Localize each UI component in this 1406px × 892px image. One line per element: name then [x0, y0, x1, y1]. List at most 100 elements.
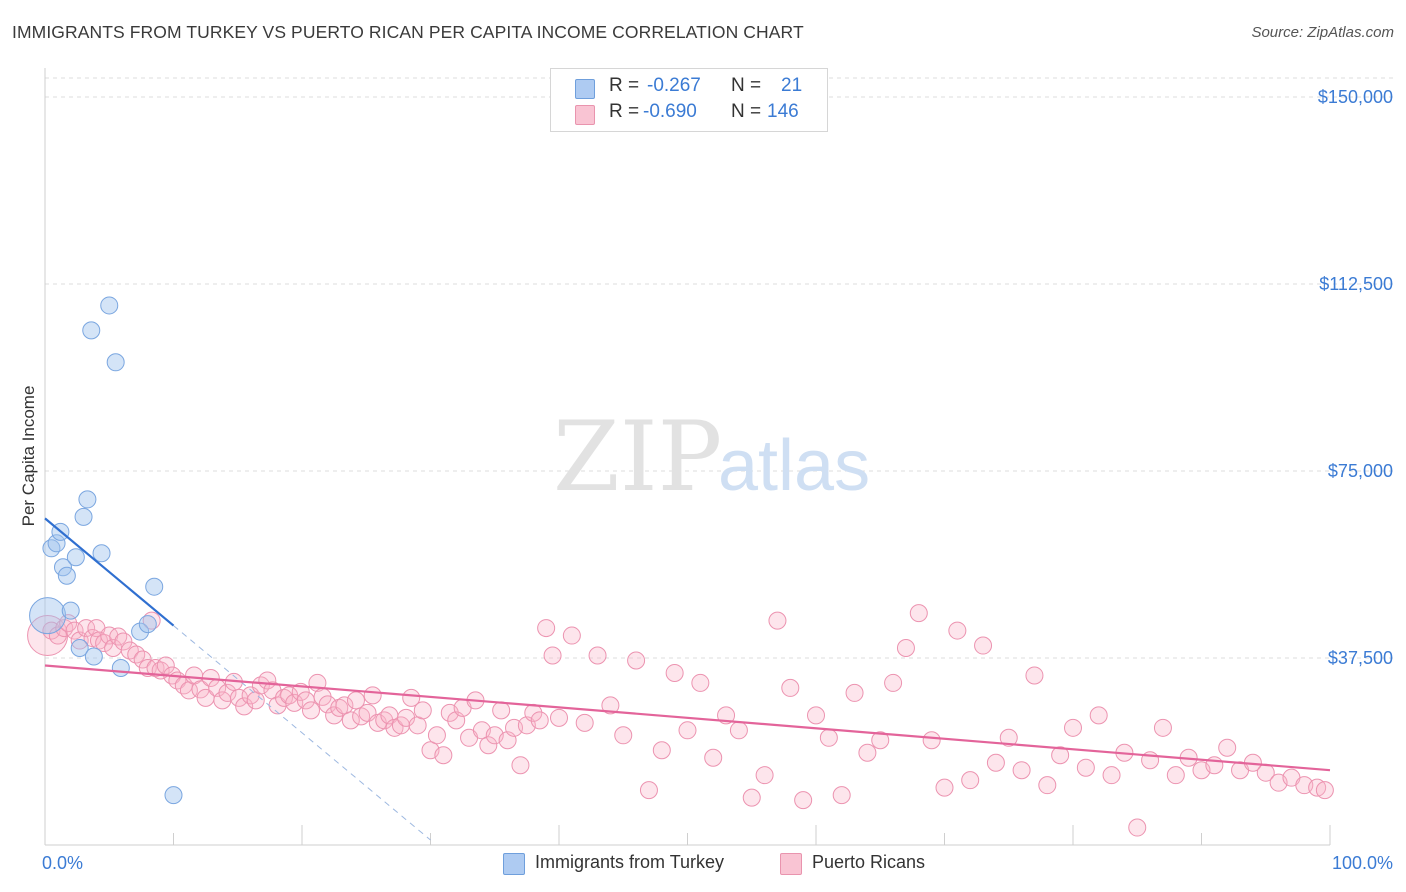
legend-r-value: -0.267 — [647, 75, 701, 96]
data-point-puerto-ricans — [550, 708, 568, 727]
data-point-puerto-ricans — [639, 781, 658, 800]
axis-labels: $37,500 $75,000 $112,500 $150,000 0.0% 100.0%… — [19, 87, 1393, 873]
data-point-turkey — [131, 622, 150, 641]
data-point-turkey — [82, 321, 101, 340]
data-point-turkey — [70, 639, 89, 658]
data-point-puerto-ricans — [601, 696, 620, 715]
data-point-turkey — [53, 558, 72, 577]
data-point-puerto-ricans — [1089, 706, 1108, 725]
data-point-turkey — [57, 566, 76, 585]
legend-row-puerto-ricans: R = -0.690 N = 146 — [551, 101, 827, 127]
legend-row-turkey: R = -0.267 N = 21 — [551, 75, 827, 101]
data-point-puerto-ricans — [48, 626, 67, 645]
data-point-puerto-ricans — [884, 673, 903, 692]
data-point-puerto-ricans — [434, 746, 453, 765]
data-point-turkey — [138, 615, 157, 634]
data-point-puerto-ricans — [974, 636, 993, 655]
y-tick-label: $150,000 — [1318, 87, 1393, 107]
data-point-puerto-ricans — [492, 701, 511, 720]
data-point-turkey — [145, 577, 164, 596]
data-point-puerto-ricans — [807, 706, 825, 725]
legend-swatch-turkey — [503, 853, 525, 875]
data-point-puerto-ricans — [794, 791, 813, 810]
puerto-ricans-points — [27, 604, 1334, 837]
data-point-puerto-ricans — [678, 721, 697, 740]
data-point-turkey — [61, 601, 80, 620]
data-point-puerto-ricans — [909, 604, 928, 623]
data-point-turkey — [78, 490, 97, 509]
data-point-turkey — [106, 353, 125, 372]
data-point-puerto-ricans — [363, 686, 382, 705]
data-point-puerto-ricans — [1166, 766, 1185, 785]
data-point-puerto-ricans — [755, 766, 774, 785]
data-point-puerto-ricans — [335, 696, 354, 715]
data-point-puerto-ricans — [999, 728, 1018, 747]
data-point-puerto-ricans — [114, 632, 133, 651]
legend-swatch-puerto-ricans — [575, 105, 595, 125]
trend-line-turkey — [44, 517, 175, 627]
data-point-puerto-ricans — [1315, 781, 1334, 800]
data-point-puerto-ricans — [530, 711, 549, 730]
data-point-puerto-ricans — [1025, 666, 1044, 685]
data-point-turkey — [84, 647, 103, 666]
data-point-puerto-ricans — [1064, 718, 1082, 737]
data-point-puerto-ricans — [1012, 761, 1031, 780]
data-point-puerto-ricans — [109, 627, 128, 646]
x-tick-label: 0.0% — [42, 853, 83, 873]
data-point-puerto-ricans — [1051, 746, 1070, 765]
data-point-puerto-ricans — [89, 631, 108, 650]
data-point-puerto-ricans — [896, 639, 915, 658]
trend-line-puerto-ricans — [44, 664, 1331, 772]
data-point-puerto-ricans — [218, 683, 237, 702]
y-tick-label: $75,000 — [1328, 461, 1393, 481]
legend-n-label: N = — [731, 101, 762, 122]
y-axis-title: Per Capita Income — [19, 386, 38, 527]
data-point-puerto-ricans — [275, 688, 294, 707]
data-point-puerto-ricans — [285, 693, 304, 712]
data-point-puerto-ricans — [375, 711, 394, 730]
data-point-puerto-ricans — [301, 701, 320, 720]
data-point-puerto-ricans — [1218, 738, 1237, 757]
data-point-puerto-ricans — [77, 619, 96, 638]
data-point-puerto-ricans — [986, 753, 1005, 772]
legend-r-label: R = — [609, 75, 640, 96]
data-point-puerto-ricans — [402, 688, 421, 707]
data-point-puerto-ricans — [1128, 818, 1147, 837]
legend-swatch-turkey — [575, 79, 595, 99]
chart-title: IMMIGRANTS FROM TURKEY VS PUERTO RICAN P… — [12, 22, 804, 42]
data-point-puerto-ricans — [330, 698, 349, 717]
watermark-atlas: atlas — [718, 426, 870, 506]
source-label: Source: ZipAtlas.com — [1251, 24, 1394, 41]
axes — [44, 68, 1331, 846]
data-point-puerto-ricans — [427, 726, 446, 745]
data-point-puerto-ricans — [832, 786, 851, 805]
data-point-puerto-ricans — [341, 711, 360, 730]
data-point-turkey — [100, 296, 119, 315]
data-point-puerto-ricans — [704, 748, 723, 767]
data-point-puerto-ricans — [948, 621, 967, 640]
data-point-puerto-ricans — [781, 678, 800, 697]
data-point-puerto-ricans — [479, 736, 498, 755]
legend-r-value: -0.690 — [643, 101, 697, 122]
data-point-puerto-ricans — [665, 663, 684, 682]
data-point-turkey — [74, 507, 93, 526]
data-point-turkey — [47, 534, 66, 553]
data-point-puerto-ricans — [845, 683, 864, 702]
data-point-turkey — [66, 548, 85, 567]
data-point-puerto-ricans — [408, 716, 427, 735]
data-point-puerto-ricans — [246, 691, 265, 710]
data-point-puerto-ricans — [575, 713, 594, 732]
data-point-puerto-ricans — [413, 701, 432, 720]
data-point-puerto-ricans — [146, 658, 165, 677]
data-point-puerto-ricans — [742, 788, 761, 807]
data-point-turkey — [92, 544, 111, 563]
legend-label-puerto-ricans: Puerto Ricans — [812, 852, 926, 872]
data-point-puerto-ricans — [652, 741, 671, 760]
data-point-puerto-ricans — [1076, 758, 1095, 777]
data-point-puerto-ricans — [511, 756, 530, 775]
data-point-puerto-ricans — [133, 650, 152, 669]
correlation-legend: R = -0.267 N = 21 R = -0.690 N = 146 — [550, 68, 828, 132]
data-point-puerto-ricans — [1038, 776, 1057, 795]
data-point-puerto-ricans — [543, 646, 562, 665]
